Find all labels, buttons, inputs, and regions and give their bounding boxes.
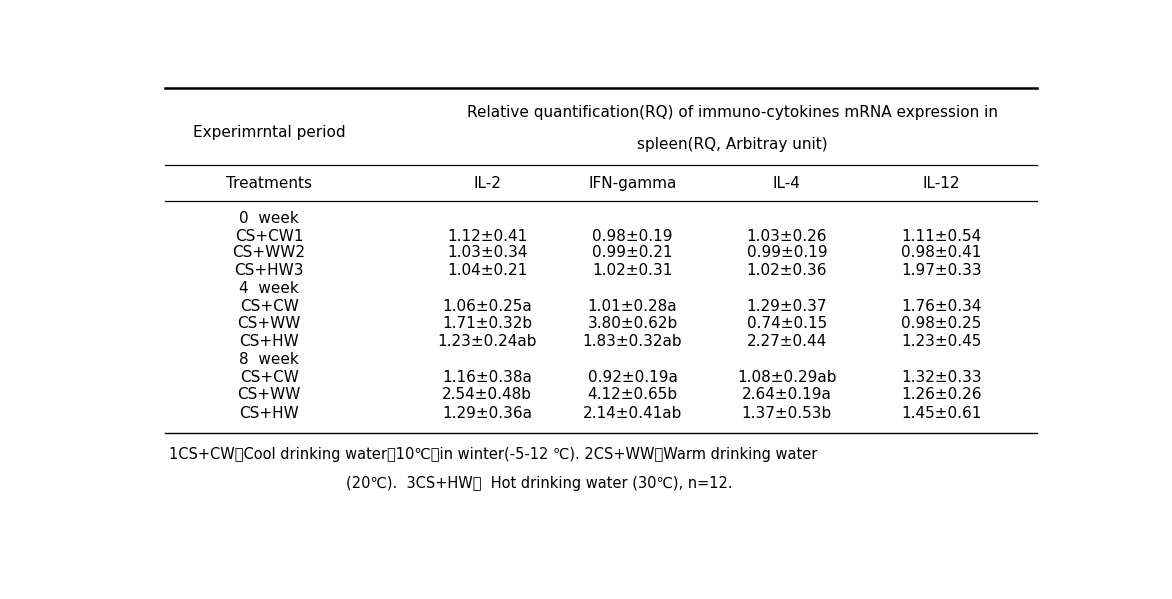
Text: CS+CW1: CS+CW1 <box>234 229 304 244</box>
Text: IFN-gamma: IFN-gamma <box>588 176 676 191</box>
Text: 1.29±0.36a: 1.29±0.36a <box>442 406 532 420</box>
Text: IL-2: IL-2 <box>473 176 502 191</box>
Text: 1.16±0.38a: 1.16±0.38a <box>442 370 532 385</box>
Text: 1.37±0.53b: 1.37±0.53b <box>742 406 832 420</box>
Text: 1.02±0.31: 1.02±0.31 <box>592 263 673 278</box>
Text: Treatments: Treatments <box>226 176 312 191</box>
Text: CS+HW3: CS+HW3 <box>234 263 304 278</box>
Text: 0.98±0.41: 0.98±0.41 <box>901 245 981 260</box>
Text: 0.98±0.19: 0.98±0.19 <box>592 229 673 244</box>
Text: 0.99±0.21: 0.99±0.21 <box>592 245 673 260</box>
Text: CS+CW: CS+CW <box>240 370 299 385</box>
Text: Experimrntal period: Experimrntal period <box>193 125 346 140</box>
Text: 1.23±0.24ab: 1.23±0.24ab <box>437 334 537 349</box>
Text: 1CS+CW：Cool drinking water（10℃）in winter(-5-12 ℃). 2CS+WW：Warm drinking water: 1CS+CW：Cool drinking water（10℃）in winter… <box>169 447 818 462</box>
Text: IL-4: IL-4 <box>772 176 800 191</box>
Text: 0.98±0.25: 0.98±0.25 <box>901 316 981 331</box>
Text: 2.14±0.41ab: 2.14±0.41ab <box>582 406 682 420</box>
Text: Relative quantification(RQ) of immuno-cytokines mRNA expression in: Relative quantification(RQ) of immuno-cy… <box>466 105 997 120</box>
Text: 1.97±0.33: 1.97±0.33 <box>901 263 982 278</box>
Text: 1.08±0.29ab: 1.08±0.29ab <box>737 370 837 385</box>
Text: 4  week: 4 week <box>239 281 299 296</box>
Text: 1.32±0.33: 1.32±0.33 <box>901 370 982 385</box>
Text: 1.71±0.32b: 1.71±0.32b <box>442 316 532 331</box>
Text: 1.45±0.61: 1.45±0.61 <box>901 406 981 420</box>
Text: 3.80±0.62b: 3.80±0.62b <box>587 316 677 331</box>
Text: CS+CW: CS+CW <box>240 299 299 314</box>
Text: 0  week: 0 week <box>239 211 299 226</box>
Text: CS+HW: CS+HW <box>239 334 299 349</box>
Text: 1.12±0.41: 1.12±0.41 <box>447 229 527 244</box>
Text: 2.64±0.19a: 2.64±0.19a <box>742 387 832 403</box>
Text: 1.04±0.21: 1.04±0.21 <box>447 263 527 278</box>
Text: IL-12: IL-12 <box>922 176 960 191</box>
Text: 1.01±0.28a: 1.01±0.28a <box>587 299 677 314</box>
Text: 1.29±0.37: 1.29±0.37 <box>747 299 827 314</box>
Text: 1.06±0.25a: 1.06±0.25a <box>442 299 532 314</box>
Text: 1.76±0.34: 1.76±0.34 <box>901 299 981 314</box>
Text: 1.03±0.34: 1.03±0.34 <box>447 245 527 260</box>
Text: 4.12±0.65b: 4.12±0.65b <box>587 387 677 403</box>
Text: 1.83±0.32ab: 1.83±0.32ab <box>582 334 682 349</box>
Text: CS+HW: CS+HW <box>239 406 299 420</box>
Text: (20℃).  3CS+HW：  Hot drinking water (30℃), n=12.: (20℃). 3CS+HW： Hot drinking water (30℃),… <box>347 476 732 491</box>
Text: 1.26±0.26: 1.26±0.26 <box>901 387 981 403</box>
Text: 1.23±0.45: 1.23±0.45 <box>901 334 981 349</box>
Text: spleen(RQ, Arbitray unit): spleen(RQ, Arbitray unit) <box>638 137 827 152</box>
Text: CS+WW: CS+WW <box>238 387 301 403</box>
Text: CS+WW: CS+WW <box>238 316 301 331</box>
Text: CS+WW2: CS+WW2 <box>232 245 306 260</box>
Text: 8  week: 8 week <box>239 352 299 367</box>
Text: 0.74±0.15: 0.74±0.15 <box>747 316 827 331</box>
Text: 1.02±0.36: 1.02±0.36 <box>747 263 827 278</box>
Text: 0.99±0.19: 0.99±0.19 <box>747 245 827 260</box>
Text: 2.27±0.44: 2.27±0.44 <box>747 334 827 349</box>
Text: 1.03±0.26: 1.03±0.26 <box>747 229 827 244</box>
Text: 2.54±0.48b: 2.54±0.48b <box>442 387 532 403</box>
Text: 1.11±0.54: 1.11±0.54 <box>901 229 981 244</box>
Text: 0.92±0.19a: 0.92±0.19a <box>587 370 677 385</box>
